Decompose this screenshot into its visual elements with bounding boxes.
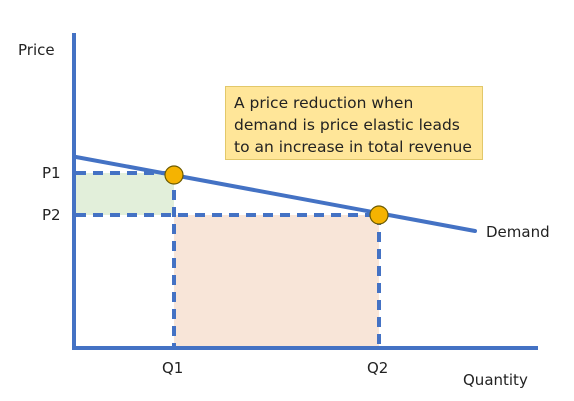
- explanation-note: A price reduction when demand is price e…: [225, 86, 483, 160]
- point-p2-q2: [369, 205, 389, 225]
- demand-curve: [74, 155, 477, 233]
- note-line: demand is price elastic leads: [234, 116, 460, 134]
- lost-revenue-area: [76, 173, 174, 215]
- quantity-label-q1: Q1: [162, 359, 183, 377]
- note-line: A price reduction when: [234, 94, 414, 112]
- point-p1-q1: [164, 165, 184, 185]
- gained-revenue-area: [174, 215, 379, 348]
- quantity-label-q2: Q2: [367, 359, 388, 377]
- price-label-p1: P1: [42, 164, 61, 182]
- demand-label: Demand: [486, 223, 550, 241]
- note-line: to an increase in total revenue: [234, 138, 472, 156]
- x-axis-label: Quantity: [463, 371, 528, 389]
- y-axis-label: Price: [18, 41, 55, 59]
- price-label-p2: P2: [42, 206, 61, 224]
